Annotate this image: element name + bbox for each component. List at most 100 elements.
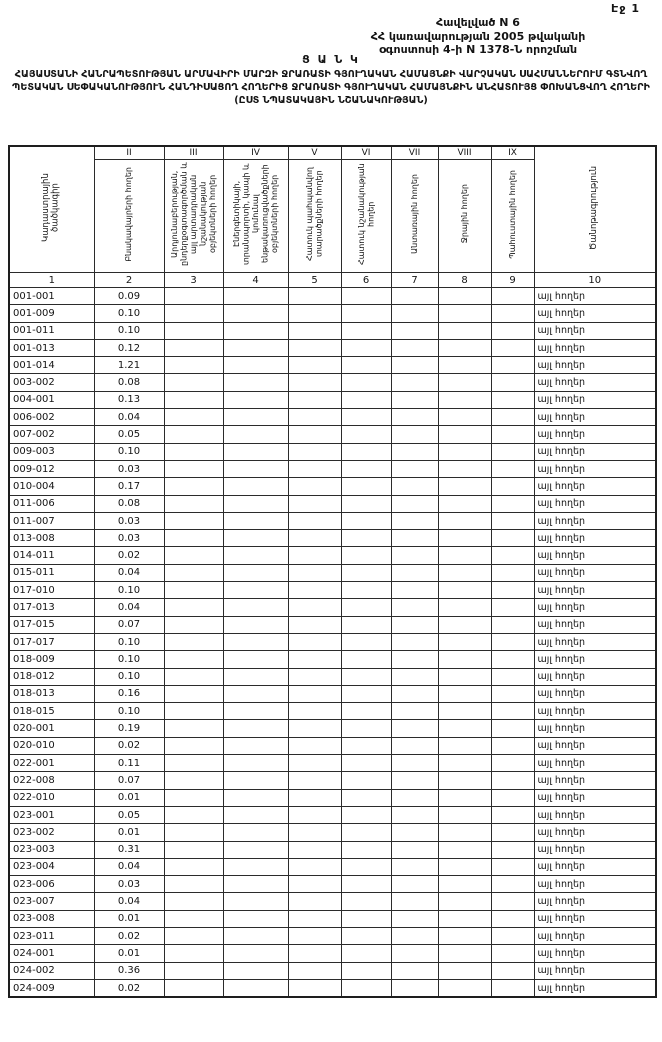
protected-land-cell: [287, 511, 342, 531]
column-label-row: Բնակավայրերի հողեր Արդյունաբերության, ըն…: [9, 159, 656, 273]
note-cell: այլ հողեր: [533, 944, 657, 963]
industrial-land-cell: [163, 425, 224, 444]
water-land-cell: [437, 892, 492, 911]
infrastructure-land-cell: [222, 944, 289, 963]
reserve-land-cell: [490, 373, 535, 392]
settlement-land-area-cell: 0.10: [93, 702, 165, 721]
table-row: 023-001 0.05 այլ հողեր: [8, 805, 657, 825]
appendix-line-2: ՀՀ կառավարության 2005 թվականի: [370, 29, 586, 43]
cadastral-code-cell: 001-014: [8, 356, 95, 375]
settlement-land-area-cell: 0.04: [93, 408, 165, 427]
table-row: 018-013 0.16 այլ հողեր: [8, 684, 657, 704]
industrial-land-cell: [163, 909, 224, 928]
protected-land-cell: [287, 754, 342, 773]
reserve-land-cell: [490, 459, 535, 479]
reserve-land-cell: [490, 286, 535, 306]
forest-land-cell: [390, 702, 439, 721]
cadastral-code-cell: 018-013: [8, 684, 95, 704]
settlement-land-area-cell: 0.03: [93, 875, 165, 894]
cadastral-code-cell: 018-015: [8, 702, 95, 721]
settlement-land-area-cell: 0.31: [93, 840, 165, 859]
table-row: 023-007 0.04 այլ հողեր: [8, 892, 657, 911]
note-cell: այլ հողեր: [533, 304, 657, 323]
water-land-cell: [437, 805, 492, 825]
infrastructure-land-cell: [222, 321, 289, 340]
cadastral-code-cell: 023-001: [8, 805, 95, 825]
special-purpose-land-cell: [340, 650, 392, 669]
cadastral-code-cell: 011-007: [8, 511, 95, 531]
note-cell: այլ հողեր: [533, 425, 657, 444]
reserve-land-cell: [490, 840, 535, 859]
column-number-6: 6: [340, 272, 392, 288]
water-land-cell: [437, 788, 492, 807]
reserve-land-cell: [490, 442, 535, 461]
reserve-land-cell: [490, 875, 535, 894]
forest-land-cell: [390, 442, 439, 461]
industrial-land-cell: [163, 511, 224, 531]
reserve-land-cell: [490, 511, 535, 531]
forest-land-cell: [390, 650, 439, 669]
special-purpose-land-cell: [340, 926, 392, 946]
reserve-land-cell: [490, 615, 535, 634]
note-cell: այլ հողեր: [533, 546, 657, 565]
infrastructure-land-cell: [222, 632, 289, 652]
protected-land-cell: [287, 702, 342, 721]
table-row: 003-002 0.08 այլ հողեր: [8, 373, 657, 392]
settlement-land-area-cell: 0.08: [93, 494, 165, 513]
forest-land-cell: [390, 425, 439, 444]
protected-land-cell: [287, 978, 342, 998]
column-label-reserve-lands: Պահուստային հողեր: [507, 169, 517, 259]
protected-land-cell: [287, 425, 342, 444]
water-land-cell: [437, 425, 492, 444]
column-number-7: 7: [390, 272, 439, 288]
forest-land-cell: [390, 563, 439, 583]
forest-land-cell: [390, 390, 439, 410]
reserve-land-cell: [490, 598, 535, 617]
industrial-land-cell: [163, 459, 224, 479]
cadastral-code-cell: 017-010: [8, 581, 95, 600]
industrial-land-cell: [163, 944, 224, 963]
table-row: 013-008 0.03 այլ հողեր: [8, 529, 657, 548]
reserve-land-cell: [490, 702, 535, 721]
table-row: 001-009 0.10 այլ հողեր: [8, 304, 657, 323]
document-title-block: Ց Ա Ն Կ ՀԱՅԱՍՏԱՆԻ ՀԱՆՐԱՊԵՏՈՒԹՅԱՆ ԱՐՄԱՎԻՐ…: [8, 53, 654, 107]
infrastructure-land-cell: [222, 286, 289, 306]
note-cell: այլ հողեր: [533, 494, 657, 513]
industrial-land-cell: [163, 286, 224, 306]
forest-land-cell: [390, 338, 439, 358]
protected-land-cell: [287, 546, 342, 565]
table-row: 023-006 0.03 այլ հողեր: [8, 875, 657, 894]
infrastructure-land-cell: [222, 356, 289, 375]
infrastructure-land-cell: [222, 529, 289, 548]
note-cell: այլ հողեր: [533, 338, 657, 358]
note-cell: այլ հողեր: [533, 511, 657, 531]
special-purpose-land-cell: [340, 390, 392, 410]
reserve-land-cell: [490, 926, 535, 946]
settlement-land-area-cell: 0.13: [93, 390, 165, 410]
settlement-land-area-cell: 0.01: [93, 909, 165, 928]
protected-land-cell: [287, 788, 342, 807]
special-purpose-land-cell: [340, 459, 392, 479]
column-number-1: 1: [8, 272, 95, 288]
column-number-4: 4: [222, 272, 289, 288]
infrastructure-land-cell: [222, 719, 289, 738]
settlement-land-area-cell: 0.10: [93, 667, 165, 686]
protected-land-cell: [287, 632, 342, 652]
water-land-cell: [437, 546, 492, 565]
infrastructure-land-cell: [222, 667, 289, 686]
industrial-land-cell: [163, 719, 224, 738]
protected-land-cell: [287, 684, 342, 704]
industrial-land-cell: [163, 771, 224, 790]
cadastral-code-cell: 018-009: [8, 650, 95, 669]
settlement-land-area-cell: 0.01: [93, 788, 165, 807]
table-row: 006-002 0.04 այլ հողեր: [8, 408, 657, 427]
reserve-land-cell: [490, 961, 535, 980]
table-row: 015-011 0.04 այլ հողեր: [8, 563, 657, 583]
table-row: 009-003 0.10 այլ հողեր: [8, 442, 657, 461]
special-purpose-land-cell: [340, 823, 392, 842]
settlement-land-area-cell: 0.36: [93, 961, 165, 980]
cadastral-code-cell: 004-001: [8, 390, 95, 410]
forest-land-cell: [390, 771, 439, 790]
infrastructure-land-cell: [222, 425, 289, 444]
appendix-header: Հավելված N 6 ՀՀ կառավարության 2005 թվակա…: [300, 16, 656, 57]
